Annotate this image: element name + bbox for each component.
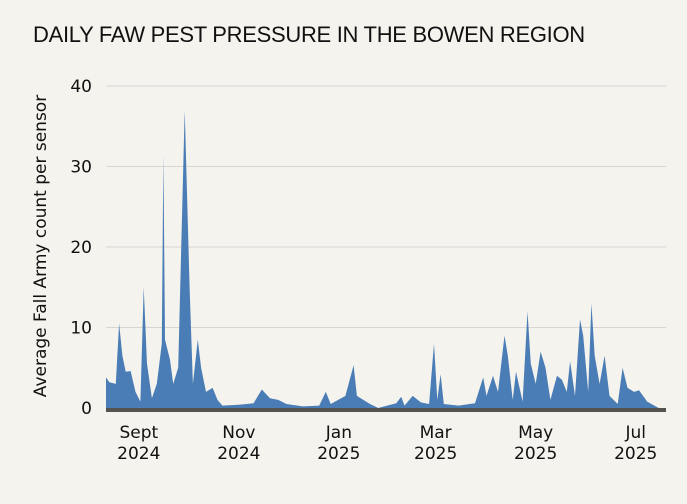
y-tick-label: 30 xyxy=(70,158,92,178)
x-tick-month: Jan xyxy=(325,423,352,443)
x-tick-month: Sept xyxy=(119,423,158,443)
x-tick-year: 2025 xyxy=(614,444,657,464)
y-tick-label: 20 xyxy=(70,238,92,258)
y-tick-label: 0 xyxy=(81,399,92,419)
x-tick-year: 2025 xyxy=(414,444,457,464)
y-tick-label: 10 xyxy=(70,319,92,339)
x-tick-year: 2025 xyxy=(514,444,557,464)
x-tick-year: 2024 xyxy=(217,444,260,464)
x-tick-month: Nov xyxy=(222,423,255,443)
x-tick-month: May xyxy=(518,423,553,443)
pest-pressure-area xyxy=(106,110,659,408)
y-axis-label: Average Fall Army count per sensor xyxy=(31,95,51,397)
chart-title: DAILY FAW PEST PRESSURE IN THE BOWEN REG… xyxy=(33,22,585,47)
x-tick-year: 2024 xyxy=(117,444,160,464)
x-tick-month: Jul xyxy=(624,423,646,443)
x-tick-labels: Sept2024Nov2024Jan2025Mar2025May2025Jul2… xyxy=(117,423,657,464)
y-tick-labels: 0 10 20 30 40 xyxy=(70,77,92,419)
x-tick-month: Mar xyxy=(420,423,452,443)
y-tick-label: 40 xyxy=(70,77,92,97)
gridlines xyxy=(106,85,666,328)
x-tick-year: 2025 xyxy=(317,444,360,464)
